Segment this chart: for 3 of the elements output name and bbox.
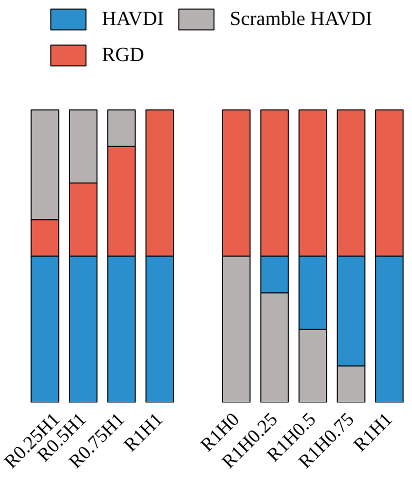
legend-label: RGD (102, 44, 144, 66)
legend-label: HAVDI (102, 8, 164, 30)
legend-label: Scramble HAVDI (230, 8, 372, 30)
